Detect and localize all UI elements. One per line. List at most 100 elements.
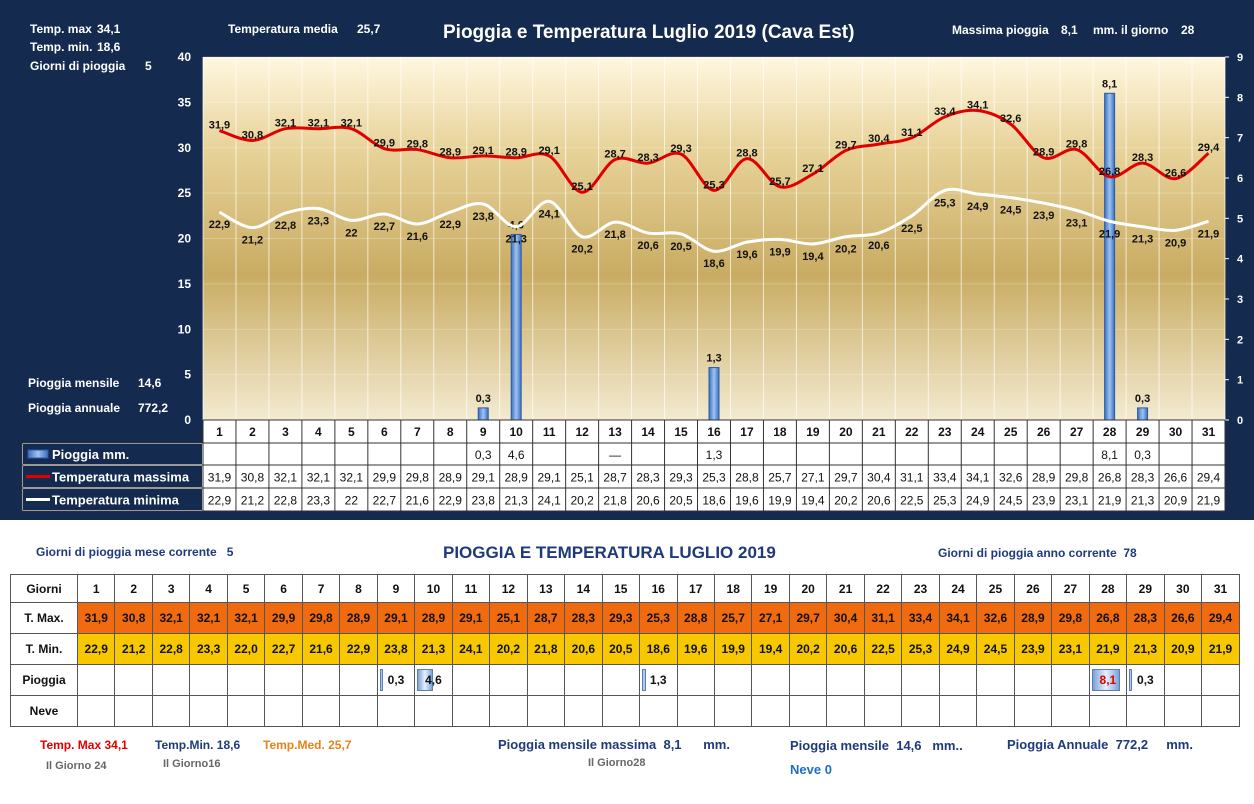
min-temp-cell: 23,1 [1051, 633, 1090, 665]
snow-cell [264, 695, 303, 727]
x-tick-label: 1 [216, 425, 223, 439]
footer-tmed-label: Temp.Med. [263, 738, 325, 752]
max-temp-point-label: 28,7 [604, 149, 625, 161]
x-tick-label: 24 [971, 425, 985, 439]
x-tick-label: 30 [1169, 425, 1183, 439]
min-temp-cell: 21,8 [526, 633, 566, 665]
day-header-cell: 26 [1013, 574, 1053, 603]
min-temp-cell: 22,5 [863, 633, 903, 665]
table-cell-value: 30,8 [241, 471, 265, 485]
table-cell-value: 21,9 [1098, 494, 1122, 508]
max-temp-point-label: 32,1 [308, 118, 329, 130]
max-temp-point-label: 34,1 [967, 100, 988, 112]
max-temp-point-label: 29,9 [374, 138, 395, 150]
table-cell-value: 29,7 [834, 471, 858, 485]
table-cell-value: 29,8 [1065, 471, 1089, 485]
max-temp-point-label: 29,1 [473, 145, 494, 157]
rain-cell-value: 1,3 [649, 673, 667, 687]
max-temp-point-label: 28,3 [1132, 152, 1153, 164]
table-cell-value: 24,1 [537, 494, 561, 508]
max-temp-point-label: 28,9 [440, 147, 461, 159]
rain-cell-bar [379, 669, 383, 691]
min-temp-cell: 21,9 [1088, 633, 1128, 665]
rain-cell [1013, 664, 1053, 696]
max-temp-cell: 29,3 [601, 602, 641, 634]
snow-cell [601, 695, 641, 727]
min-temp-point-label: 23,9 [1033, 210, 1054, 222]
table-cell-value: 21,2 [241, 494, 265, 508]
day-header-cell: 10 [414, 574, 453, 603]
rain-cell [301, 664, 341, 696]
y-right-tick-label: 3 [1237, 294, 1243, 306]
rain-cell [863, 664, 903, 696]
y-left-tick-label: 0 [184, 413, 191, 427]
max-temp-cell: 26,8 [1088, 602, 1128, 634]
table-cell-value: 32,6 [999, 471, 1023, 485]
max-temp-point-label: 29,7 [835, 139, 856, 151]
footer-monthly-rain-unit: mm.. [932, 738, 963, 753]
row-label-snow: Neve [10, 695, 78, 727]
table-cell-value: 8,1 [1101, 448, 1118, 462]
min-temp-point-label: 20,2 [835, 244, 856, 256]
min-temp-point-label: 24,9 [967, 201, 988, 213]
data-table-bg [22, 443, 1225, 511]
rain-bar-label: 0,3 [476, 393, 491, 405]
day-header-cell: 2 [114, 574, 153, 603]
rain-days-month: Giorni di pioggia mese corrente 5 [36, 545, 233, 559]
snow-cell [1126, 695, 1165, 727]
weather-table: Giorni 1 2 3 4 5 6 7 8 9 10 11 12 13 14 15 16 17 18 19 20 21… [10, 574, 1240, 727]
rain-bar [708, 367, 720, 421]
table-cell-value: 25,3 [933, 494, 957, 508]
footer-snow-value: 0 [824, 762, 832, 777]
footer-max-monthly-rain-day: Il Giorno28 [588, 757, 646, 769]
max-temp-cell: 28,9 [1013, 602, 1053, 634]
day-header-cell: 12 [489, 574, 528, 603]
min-temp-cell: 20,6 [564, 633, 603, 665]
min-temp-cell: 18,6 [639, 633, 678, 665]
min-temp-cell: 21,2 [114, 633, 153, 665]
day-header-cell: 27 [1051, 574, 1090, 603]
rain-bar-label: 0,3 [1135, 393, 1150, 405]
min-temp-point-label: 19,4 [802, 251, 824, 263]
snow-cell [189, 695, 228, 727]
table-cell-value: 34,1 [966, 471, 990, 485]
table-cell-value: 29,3 [669, 471, 693, 485]
rain-cell-bar [417, 669, 434, 691]
footer-monthly-rain-value: 14,6 [896, 738, 922, 753]
max-temp-cell: 29,8 [1051, 602, 1090, 634]
table-cell-value: 18,6 [702, 494, 726, 508]
x-tick-label: 19 [806, 425, 820, 439]
day-header-cell: 17 [676, 574, 715, 603]
min-temp-cell: 22,7 [264, 633, 303, 665]
table-cell-value: 31,9 [208, 471, 232, 485]
min-temp-point-label: 20,6 [868, 240, 889, 252]
table-cell-value: 29,8 [406, 471, 430, 485]
min-temp-point-label: 24,1 [538, 208, 559, 220]
max-temp-point-label: 25,1 [571, 181, 592, 193]
min-temp-point-label: 21,3 [1132, 234, 1153, 246]
footer-tmin-day: Il Giorno16 [163, 758, 221, 770]
day-header-cell: 6 [264, 574, 303, 603]
max-temp-cell: 28,9 [339, 602, 378, 634]
day-header-cell: 23 [901, 574, 940, 603]
annual-rain-value: 772,2 [138, 401, 168, 415]
temp-media-label: Temperatura media [228, 22, 338, 36]
min-temp-point-label: 22,5 [901, 223, 922, 235]
rain-cell [751, 664, 790, 696]
rain-days-label: Giorni di pioggia [30, 59, 126, 73]
rain-cell [826, 664, 865, 696]
x-tick-label: 12 [575, 425, 589, 439]
snow-cell [713, 695, 753, 727]
day-header-cell: 22 [863, 574, 903, 603]
min-temp-point-label: 22,9 [209, 219, 230, 231]
min-temp-cell: 20,2 [788, 633, 828, 665]
day-header-cell: 3 [151, 574, 191, 603]
max-temp-cell: 32,6 [976, 602, 1015, 634]
table-cell-value: 20,2 [570, 494, 594, 508]
min-temp-point-label: 20,2 [571, 244, 592, 256]
x-tick-label: 31 [1202, 425, 1216, 439]
footer-annual-rain: Pioggia Annuale 772,2 mm. [1007, 737, 1193, 752]
day-header-cell: 7 [301, 574, 341, 603]
x-tick-label: 9 [480, 425, 487, 439]
footer-snow: Neve 0 [790, 762, 832, 777]
